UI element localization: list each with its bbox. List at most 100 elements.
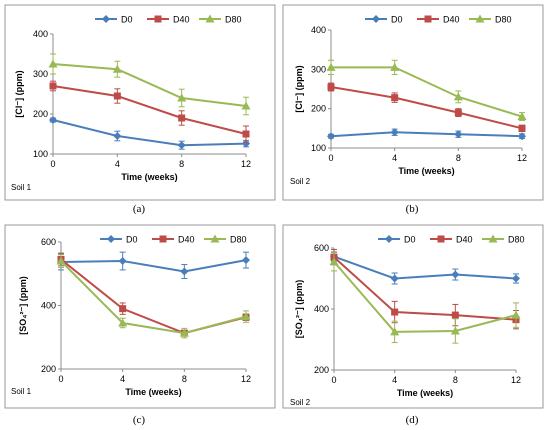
data-point xyxy=(119,305,127,313)
legend: D0 D40 D80 xyxy=(378,234,525,245)
x-tick-label: 8 xyxy=(453,375,458,385)
data-point xyxy=(390,128,399,137)
legend: D0 D40 D80 xyxy=(365,14,512,25)
legend-marker-d0 xyxy=(102,15,110,23)
x-axis-title: Time (weeks) xyxy=(398,166,454,176)
panel-frame xyxy=(4,4,276,201)
legend-label-d40: D40 xyxy=(456,235,473,245)
data-point xyxy=(518,124,526,132)
series-line xyxy=(333,255,517,280)
x-tick-label: 12 xyxy=(511,375,521,385)
y-tick-label: 300 xyxy=(33,69,48,79)
legend-label-d40: D40 xyxy=(443,15,460,25)
data-point xyxy=(390,274,399,283)
y-tick-label: 400 xyxy=(314,304,329,314)
data-point xyxy=(241,312,251,321)
y-tick-label: 400 xyxy=(311,25,326,35)
data-point xyxy=(178,114,186,122)
data-point xyxy=(327,132,335,141)
data-point xyxy=(56,256,66,265)
series-line xyxy=(331,66,523,118)
data-point xyxy=(113,92,121,100)
data-point xyxy=(390,327,400,336)
series-d80 xyxy=(329,252,521,344)
data-point xyxy=(518,132,526,141)
series-d40 xyxy=(327,82,526,132)
data-point xyxy=(327,83,335,91)
soil-label: Soil 1 xyxy=(11,183,32,192)
x-tick-label: 8 xyxy=(179,159,184,169)
series-line xyxy=(52,119,247,147)
y-tick-label: 400 xyxy=(41,301,56,311)
data-point xyxy=(451,311,459,319)
data-point xyxy=(391,94,399,102)
legend-marker-d40 xyxy=(424,15,432,23)
data-point xyxy=(453,92,463,101)
data-point xyxy=(49,82,57,90)
legend-marker-d80 xyxy=(475,14,485,23)
series-d40 xyxy=(49,80,250,143)
chart-panel-2: 100 200 300 400 0 4 8 12 Time (weeks) [Cl⁻] (ppm)… xyxy=(282,4,544,201)
legend-label-d0: D0 xyxy=(121,15,133,25)
x-tick-label: 4 xyxy=(115,159,120,169)
data-point xyxy=(177,93,187,102)
panel-caption: (c) xyxy=(133,414,146,426)
y-tick-label: 600 xyxy=(314,243,329,253)
series-d80 xyxy=(326,59,527,121)
x-tick-label: 12 xyxy=(241,159,251,169)
legend-marker-d0 xyxy=(372,15,380,23)
data-point xyxy=(179,328,189,337)
series-d80 xyxy=(48,53,251,116)
series-d0 xyxy=(327,128,526,141)
data-point xyxy=(241,101,251,110)
data-point xyxy=(450,326,460,335)
data-point xyxy=(512,274,520,283)
legend-marker-d40 xyxy=(154,15,162,23)
y-tick-label: 200 xyxy=(314,365,329,375)
legend-marker-d0 xyxy=(107,235,115,243)
data-point xyxy=(112,64,122,73)
data-point xyxy=(242,256,250,265)
x-axis-title: Time (weeks) xyxy=(125,387,181,397)
y-axis-title: [Cl⁻] (ppm) xyxy=(294,65,304,112)
legend-label-d80: D80 xyxy=(230,235,247,245)
legend: D0 D40 D80 xyxy=(95,14,242,25)
data-point xyxy=(329,257,339,266)
y-tick-label: 100 xyxy=(311,143,326,153)
y-tick-label: 200 xyxy=(41,364,56,374)
legend-marker-d80 xyxy=(210,234,220,243)
legend-marker-d80 xyxy=(205,14,215,23)
legend-marker-d80 xyxy=(488,234,498,243)
x-axis-title: Time (weeks) xyxy=(397,388,453,398)
data-point xyxy=(242,130,250,138)
data-point xyxy=(454,130,463,139)
axes: 100 200 300 400 0 4 8 12 xyxy=(311,25,527,163)
x-tick-label: 0 xyxy=(58,374,63,384)
x-tick-label: 12 xyxy=(241,374,251,384)
legend-marker-d40 xyxy=(159,235,167,243)
x-tick-label: 4 xyxy=(392,375,397,385)
data-point xyxy=(49,116,57,124)
data-point xyxy=(451,270,460,279)
y-tick-label: 200 xyxy=(33,109,48,119)
data-point xyxy=(391,308,399,316)
series-line xyxy=(60,259,247,273)
legend-label-d40: D40 xyxy=(178,235,195,245)
soil-label: Soil 2 xyxy=(290,177,311,186)
x-tick-label: 8 xyxy=(182,374,187,384)
data-point xyxy=(180,267,189,276)
y-axis-title: [Cl⁻] (ppm) xyxy=(14,70,24,117)
data-point xyxy=(454,109,462,117)
x-tick-label: 4 xyxy=(120,374,125,384)
panel-caption: (d) xyxy=(406,414,419,426)
series-line xyxy=(60,260,247,335)
legend-label-d80: D80 xyxy=(225,15,242,25)
panel-frame xyxy=(282,224,544,409)
legend-label-d80: D80 xyxy=(508,235,525,245)
y-axis-title: [SO₄²⁻] (ppm) xyxy=(18,276,28,335)
series-line xyxy=(333,256,517,321)
y-tick-label: 400 xyxy=(33,29,48,39)
legend-marker-d0 xyxy=(385,235,393,243)
y-tick-label: 300 xyxy=(311,64,326,74)
